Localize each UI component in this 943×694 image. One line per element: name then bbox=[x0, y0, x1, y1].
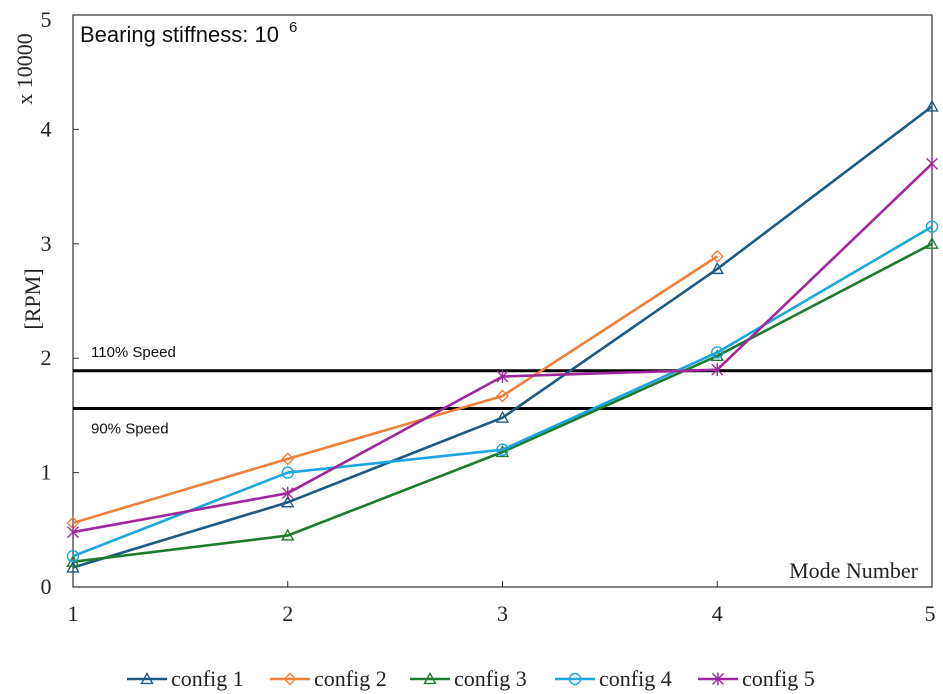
legend-label: config 2 bbox=[314, 666, 387, 691]
legend: config 1 config 2 config 3 config 4 config 5 bbox=[127, 666, 815, 691]
series-layer bbox=[66, 99, 939, 573]
data-point bbox=[495, 445, 510, 458]
data-point bbox=[281, 528, 295, 541]
data-point bbox=[67, 525, 79, 539]
x-axis-title: Mode Number bbox=[789, 558, 919, 583]
reference-line-label: 110% Speed bbox=[91, 344, 176, 361]
data-point bbox=[423, 672, 437, 685]
legend-label: config 4 bbox=[599, 666, 672, 691]
series-line bbox=[72, 225, 933, 558]
chart-title: Bearing stiffness: 10 bbox=[80, 22, 279, 47]
y-tick-label: 4 bbox=[41, 116, 52, 141]
legend-label: config 5 bbox=[742, 666, 815, 691]
data-point bbox=[283, 672, 297, 686]
y-axis-multiplier: x 10000 bbox=[12, 33, 37, 105]
data-point bbox=[496, 370, 509, 384]
y-axis-title: [RPM] bbox=[20, 268, 45, 329]
data-point bbox=[712, 672, 724, 686]
series-config-1 bbox=[66, 99, 939, 573]
data-point bbox=[925, 236, 939, 249]
legend-label: config 1 bbox=[171, 666, 244, 691]
data-point bbox=[711, 363, 724, 377]
legend-item: config 2 bbox=[270, 666, 387, 691]
data-point bbox=[710, 249, 724, 263]
data-point bbox=[281, 466, 294, 479]
data-point bbox=[496, 389, 509, 403]
chart-title-superscript: 6 bbox=[289, 19, 297, 36]
x-tick-label: 2 bbox=[282, 601, 293, 626]
data-point bbox=[66, 549, 80, 563]
legend-item: config 3 bbox=[410, 666, 527, 691]
x-tick-label: 4 bbox=[712, 601, 723, 626]
series-config-5 bbox=[67, 157, 938, 539]
series-line bbox=[72, 255, 718, 525]
data-point bbox=[140, 672, 154, 685]
legend-item: config 4 bbox=[555, 666, 672, 691]
series-line bbox=[72, 242, 933, 564]
series-line bbox=[72, 105, 933, 569]
x-tick-label: 5 bbox=[925, 601, 936, 626]
x-tick-label: 3 bbox=[497, 601, 508, 626]
data-point bbox=[281, 452, 295, 466]
data-point bbox=[496, 443, 509, 456]
series-config-4 bbox=[66, 220, 939, 563]
reference-line-label: 90% Speed bbox=[91, 421, 169, 438]
y-tick-label: 1 bbox=[41, 460, 52, 485]
series-line bbox=[72, 162, 933, 534]
data-point bbox=[495, 410, 510, 423]
legend-label: config 3 bbox=[454, 666, 527, 691]
data-point bbox=[281, 486, 294, 500]
y-tick-label: 3 bbox=[41, 231, 52, 256]
y-tick-label: 0 bbox=[41, 574, 52, 599]
legend-item: config 5 bbox=[698, 666, 815, 691]
data-point bbox=[281, 495, 295, 508]
data-point bbox=[710, 262, 724, 275]
data-point bbox=[568, 672, 582, 686]
data-point bbox=[66, 560, 80, 573]
legend-item: config 1 bbox=[127, 666, 244, 691]
data-point bbox=[710, 348, 724, 362]
x-axis-ticks: 1 2 3 4 5 bbox=[68, 581, 936, 626]
series-config-2 bbox=[66, 249, 724, 530]
data-point bbox=[925, 220, 939, 233]
y-tick-label: 2 bbox=[41, 345, 52, 370]
y-tick-label: 5 bbox=[41, 7, 52, 32]
x-tick-label: 1 bbox=[68, 601, 79, 626]
data-point bbox=[711, 346, 724, 359]
y-axis-ticks: 0 1 2 3 4 5 bbox=[41, 7, 79, 599]
data-point bbox=[925, 99, 939, 112]
data-point bbox=[926, 157, 938, 171]
